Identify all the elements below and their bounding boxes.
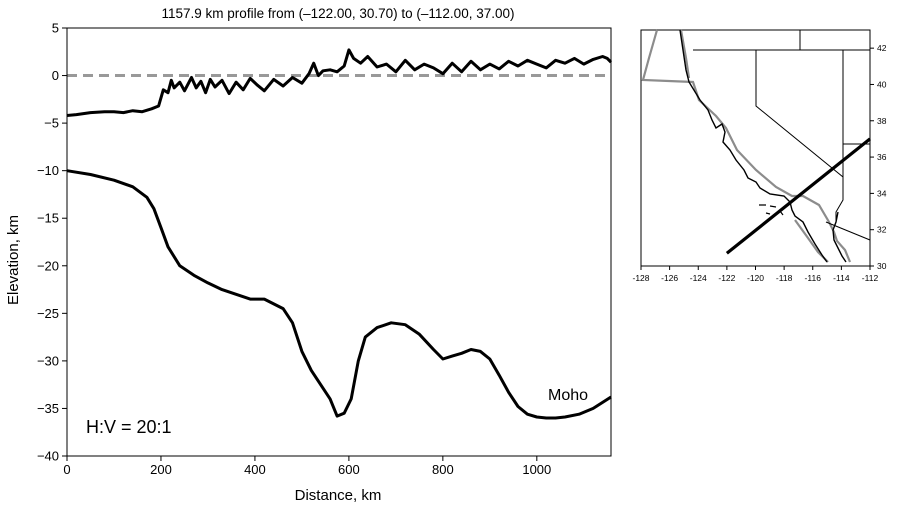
y-tick-label: −35	[37, 401, 59, 416]
topography-line	[66, 48, 613, 117]
profile-location-line	[725, 137, 871, 255]
x-tick-label: 600	[338, 462, 360, 477]
map-y-tick-label: 42	[877, 43, 887, 53]
plate-boundary-line	[641, 29, 852, 263]
map-y-tick-label: 40	[877, 79, 887, 89]
inset-map: -128 -126 -124 -122 -120 -118 -116 -114 -112 303…	[632, 29, 887, 283]
moho-depth-line	[66, 169, 612, 420]
x-tick-label: 0	[63, 462, 70, 477]
x-tick-label: 1000	[522, 462, 551, 477]
map-y-tick-label: 38	[877, 116, 887, 126]
y-axis-title: Elevation, km	[5, 215, 22, 305]
series-group	[66, 48, 613, 420]
map-x-tick-label: -116	[805, 273, 822, 283]
map-x-tick-label: -118	[776, 273, 793, 283]
x-ticks: 0 200 400 600 800 1000	[63, 456, 551, 477]
map-x-tick-label: -122	[718, 273, 735, 283]
map-y-ticks: 30 32 34 36 38 40 42	[870, 43, 887, 271]
map-x-tick-label: -124	[690, 273, 707, 283]
map-y-tick-label: 32	[877, 225, 887, 235]
scale-ratio-label: H:V = 20:1	[86, 417, 172, 437]
map-x-tick-label: -120	[747, 273, 764, 283]
y-tick-label: −30	[37, 353, 59, 368]
profile-title: 1157.9 km profile from (–122.00, 30.70) …	[162, 6, 515, 21]
map-y-tick-label: 36	[877, 152, 887, 162]
map-x-tick-label: -112	[862, 273, 879, 283]
plot-frame	[66, 27, 612, 457]
moho-label: Moho	[548, 387, 588, 404]
x-axis-title: Distance, km	[295, 487, 382, 504]
coastline	[679, 29, 828, 263]
map-x-tick-label: -126	[661, 273, 678, 283]
map-x-tick-label: -128	[632, 273, 649, 283]
profile-plot: 1157.9 km profile from (–122.00, 30.70) …	[5, 6, 613, 504]
y-tick-label: −20	[37, 258, 59, 273]
x-tick-label: 800	[432, 462, 454, 477]
map-x-tick-label: -114	[833, 273, 850, 283]
x-tick-label: 200	[150, 462, 172, 477]
channel-islands	[759, 204, 784, 216]
state-borders	[693, 30, 871, 241]
map-x-ticks: -128 -126 -124 -122 -120 -118 -116 -114 -112	[632, 266, 878, 283]
map-y-tick-label: 30	[877, 261, 887, 271]
y-tick-label: −40	[37, 449, 59, 464]
map-y-tick-label: 34	[877, 188, 887, 198]
y-tick-label: 0	[52, 68, 59, 83]
y-tick-label: −10	[37, 163, 59, 178]
y-tick-label: 5	[52, 21, 59, 36]
y-tick-label: −15	[37, 211, 59, 226]
x-tick-label: 400	[244, 462, 266, 477]
y-tick-label: −5	[44, 116, 59, 131]
plate-boundary-west	[679, 29, 691, 79]
y-tick-label: −25	[37, 306, 59, 321]
y-ticks: 5 0 −5 −10 −15 −20 −25 −30 −35 −40	[37, 21, 67, 464]
